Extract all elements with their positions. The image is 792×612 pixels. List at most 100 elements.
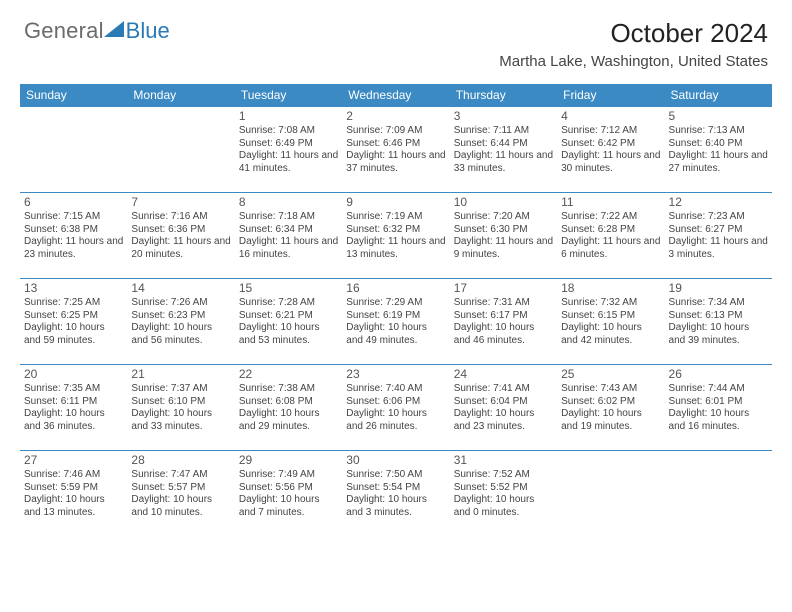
- sunrise-text: Sunrise: 7:49 AM: [239, 469, 338, 482]
- day-header: Monday: [127, 84, 234, 107]
- day-header: Thursday: [450, 84, 557, 107]
- day-number: 18: [561, 281, 660, 296]
- calendar-cell: [557, 451, 664, 537]
- location-label: Martha Lake, Washington, United States: [499, 53, 768, 70]
- calendar-week: 20Sunrise: 7:35 AMSunset: 6:11 PMDayligh…: [20, 365, 772, 451]
- sunrise-text: Sunrise: 7:12 AM: [561, 125, 660, 138]
- sunrise-text: Sunrise: 7:52 AM: [454, 469, 553, 482]
- daylight-text: Daylight: 11 hours and 30 minutes.: [561, 150, 660, 175]
- daylight-text: Daylight: 11 hours and 16 minutes.: [239, 236, 338, 261]
- sunset-text: Sunset: 6:44 PM: [454, 138, 553, 151]
- sunset-text: Sunset: 6:36 PM: [131, 224, 230, 237]
- daylight-text: Daylight: 10 hours and 0 minutes.: [454, 494, 553, 519]
- sunset-text: Sunset: 6:49 PM: [239, 138, 338, 151]
- calendar-cell: [127, 107, 234, 193]
- daylight-text: Daylight: 10 hours and 59 minutes.: [24, 322, 123, 347]
- calendar-cell: 3Sunrise: 7:11 AMSunset: 6:44 PMDaylight…: [450, 107, 557, 193]
- sunset-text: Sunset: 6:11 PM: [24, 396, 123, 409]
- sunset-text: Sunset: 6:25 PM: [24, 310, 123, 323]
- sail-icon: [104, 21, 124, 37]
- calendar-cell: 24Sunrise: 7:41 AMSunset: 6:04 PMDayligh…: [450, 365, 557, 451]
- daylight-text: Daylight: 10 hours and 42 minutes.: [561, 322, 660, 347]
- sunrise-text: Sunrise: 7:15 AM: [24, 211, 123, 224]
- day-header: Wednesday: [342, 84, 449, 107]
- sunrise-text: Sunrise: 7:31 AM: [454, 297, 553, 310]
- calendar-cell: [665, 451, 772, 537]
- sunset-text: Sunset: 6:46 PM: [346, 138, 445, 151]
- calendar-body: 1Sunrise: 7:08 AMSunset: 6:49 PMDaylight…: [20, 107, 772, 537]
- day-number: 9: [346, 195, 445, 210]
- day-number: 2: [346, 109, 445, 124]
- title-block: October 2024 Martha Lake, Washington, Un…: [499, 18, 768, 70]
- day-number: 25: [561, 367, 660, 382]
- daylight-text: Daylight: 10 hours and 26 minutes.: [346, 408, 445, 433]
- sunset-text: Sunset: 6:10 PM: [131, 396, 230, 409]
- daylight-text: Daylight: 11 hours and 9 minutes.: [454, 236, 553, 261]
- calendar-cell: [20, 107, 127, 193]
- sunrise-text: Sunrise: 7:26 AM: [131, 297, 230, 310]
- daylight-text: Daylight: 11 hours and 23 minutes.: [24, 236, 123, 261]
- daylight-text: Daylight: 10 hours and 16 minutes.: [669, 408, 768, 433]
- sunset-text: Sunset: 5:54 PM: [346, 482, 445, 495]
- day-number: 8: [239, 195, 338, 210]
- day-number: 16: [346, 281, 445, 296]
- calendar-cell: 21Sunrise: 7:37 AMSunset: 6:10 PMDayligh…: [127, 365, 234, 451]
- day-number: 15: [239, 281, 338, 296]
- day-header: Sunday: [20, 84, 127, 107]
- calendar-cell: 22Sunrise: 7:38 AMSunset: 6:08 PMDayligh…: [235, 365, 342, 451]
- sunrise-text: Sunrise: 7:20 AM: [454, 211, 553, 224]
- calendar-head: SundayMondayTuesdayWednesdayThursdayFrid…: [20, 84, 772, 107]
- calendar-cell: 20Sunrise: 7:35 AMSunset: 6:11 PMDayligh…: [20, 365, 127, 451]
- day-number: 30: [346, 453, 445, 468]
- sunset-text: Sunset: 6:34 PM: [239, 224, 338, 237]
- sunrise-text: Sunrise: 7:28 AM: [239, 297, 338, 310]
- daylight-text: Daylight: 10 hours and 53 minutes.: [239, 322, 338, 347]
- day-number: 19: [669, 281, 768, 296]
- sunset-text: Sunset: 6:23 PM: [131, 310, 230, 323]
- sunrise-text: Sunrise: 7:37 AM: [131, 383, 230, 396]
- sunrise-text: Sunrise: 7:46 AM: [24, 469, 123, 482]
- calendar-cell: 28Sunrise: 7:47 AMSunset: 5:57 PMDayligh…: [127, 451, 234, 537]
- sunrise-text: Sunrise: 7:44 AM: [669, 383, 768, 396]
- sunset-text: Sunset: 6:19 PM: [346, 310, 445, 323]
- daylight-text: Daylight: 10 hours and 36 minutes.: [24, 408, 123, 433]
- day-number: 6: [24, 195, 123, 210]
- daylight-text: Daylight: 10 hours and 10 minutes.: [131, 494, 230, 519]
- calendar-cell: 23Sunrise: 7:40 AMSunset: 6:06 PMDayligh…: [342, 365, 449, 451]
- daylight-text: Daylight: 10 hours and 3 minutes.: [346, 494, 445, 519]
- day-number: 11: [561, 195, 660, 210]
- day-number: 29: [239, 453, 338, 468]
- sunset-text: Sunset: 6:30 PM: [454, 224, 553, 237]
- day-number: 10: [454, 195, 553, 210]
- sunrise-text: Sunrise: 7:50 AM: [346, 469, 445, 482]
- day-number: 28: [131, 453, 230, 468]
- calendar-cell: 19Sunrise: 7:34 AMSunset: 6:13 PMDayligh…: [665, 279, 772, 365]
- sunrise-text: Sunrise: 7:16 AM: [131, 211, 230, 224]
- calendar-cell: 12Sunrise: 7:23 AMSunset: 6:27 PMDayligh…: [665, 193, 772, 279]
- day-number: 22: [239, 367, 338, 382]
- daylight-text: Daylight: 10 hours and 56 minutes.: [131, 322, 230, 347]
- sunrise-text: Sunrise: 7:13 AM: [669, 125, 768, 138]
- sunrise-text: Sunrise: 7:38 AM: [239, 383, 338, 396]
- day-number: 1: [239, 109, 338, 124]
- sunset-text: Sunset: 6:06 PM: [346, 396, 445, 409]
- sunset-text: Sunset: 5:52 PM: [454, 482, 553, 495]
- sunset-text: Sunset: 6:32 PM: [346, 224, 445, 237]
- calendar-cell: 6Sunrise: 7:15 AMSunset: 6:38 PMDaylight…: [20, 193, 127, 279]
- sunset-text: Sunset: 6:42 PM: [561, 138, 660, 151]
- sunrise-text: Sunrise: 7:47 AM: [131, 469, 230, 482]
- daylight-text: Daylight: 10 hours and 46 minutes.: [454, 322, 553, 347]
- calendar-week: 27Sunrise: 7:46 AMSunset: 5:59 PMDayligh…: [20, 451, 772, 537]
- sunrise-text: Sunrise: 7:19 AM: [346, 211, 445, 224]
- sunrise-text: Sunrise: 7:35 AM: [24, 383, 123, 396]
- day-number: 4: [561, 109, 660, 124]
- brand-word2: Blue: [126, 18, 170, 44]
- sunset-text: Sunset: 6:08 PM: [239, 396, 338, 409]
- sunset-text: Sunset: 6:02 PM: [561, 396, 660, 409]
- sunset-text: Sunset: 5:57 PM: [131, 482, 230, 495]
- calendar-cell: 17Sunrise: 7:31 AMSunset: 6:17 PMDayligh…: [450, 279, 557, 365]
- sunrise-text: Sunrise: 7:09 AM: [346, 125, 445, 138]
- calendar-cell: 9Sunrise: 7:19 AMSunset: 6:32 PMDaylight…: [342, 193, 449, 279]
- daylight-text: Daylight: 10 hours and 39 minutes.: [669, 322, 768, 347]
- sunset-text: Sunset: 6:40 PM: [669, 138, 768, 151]
